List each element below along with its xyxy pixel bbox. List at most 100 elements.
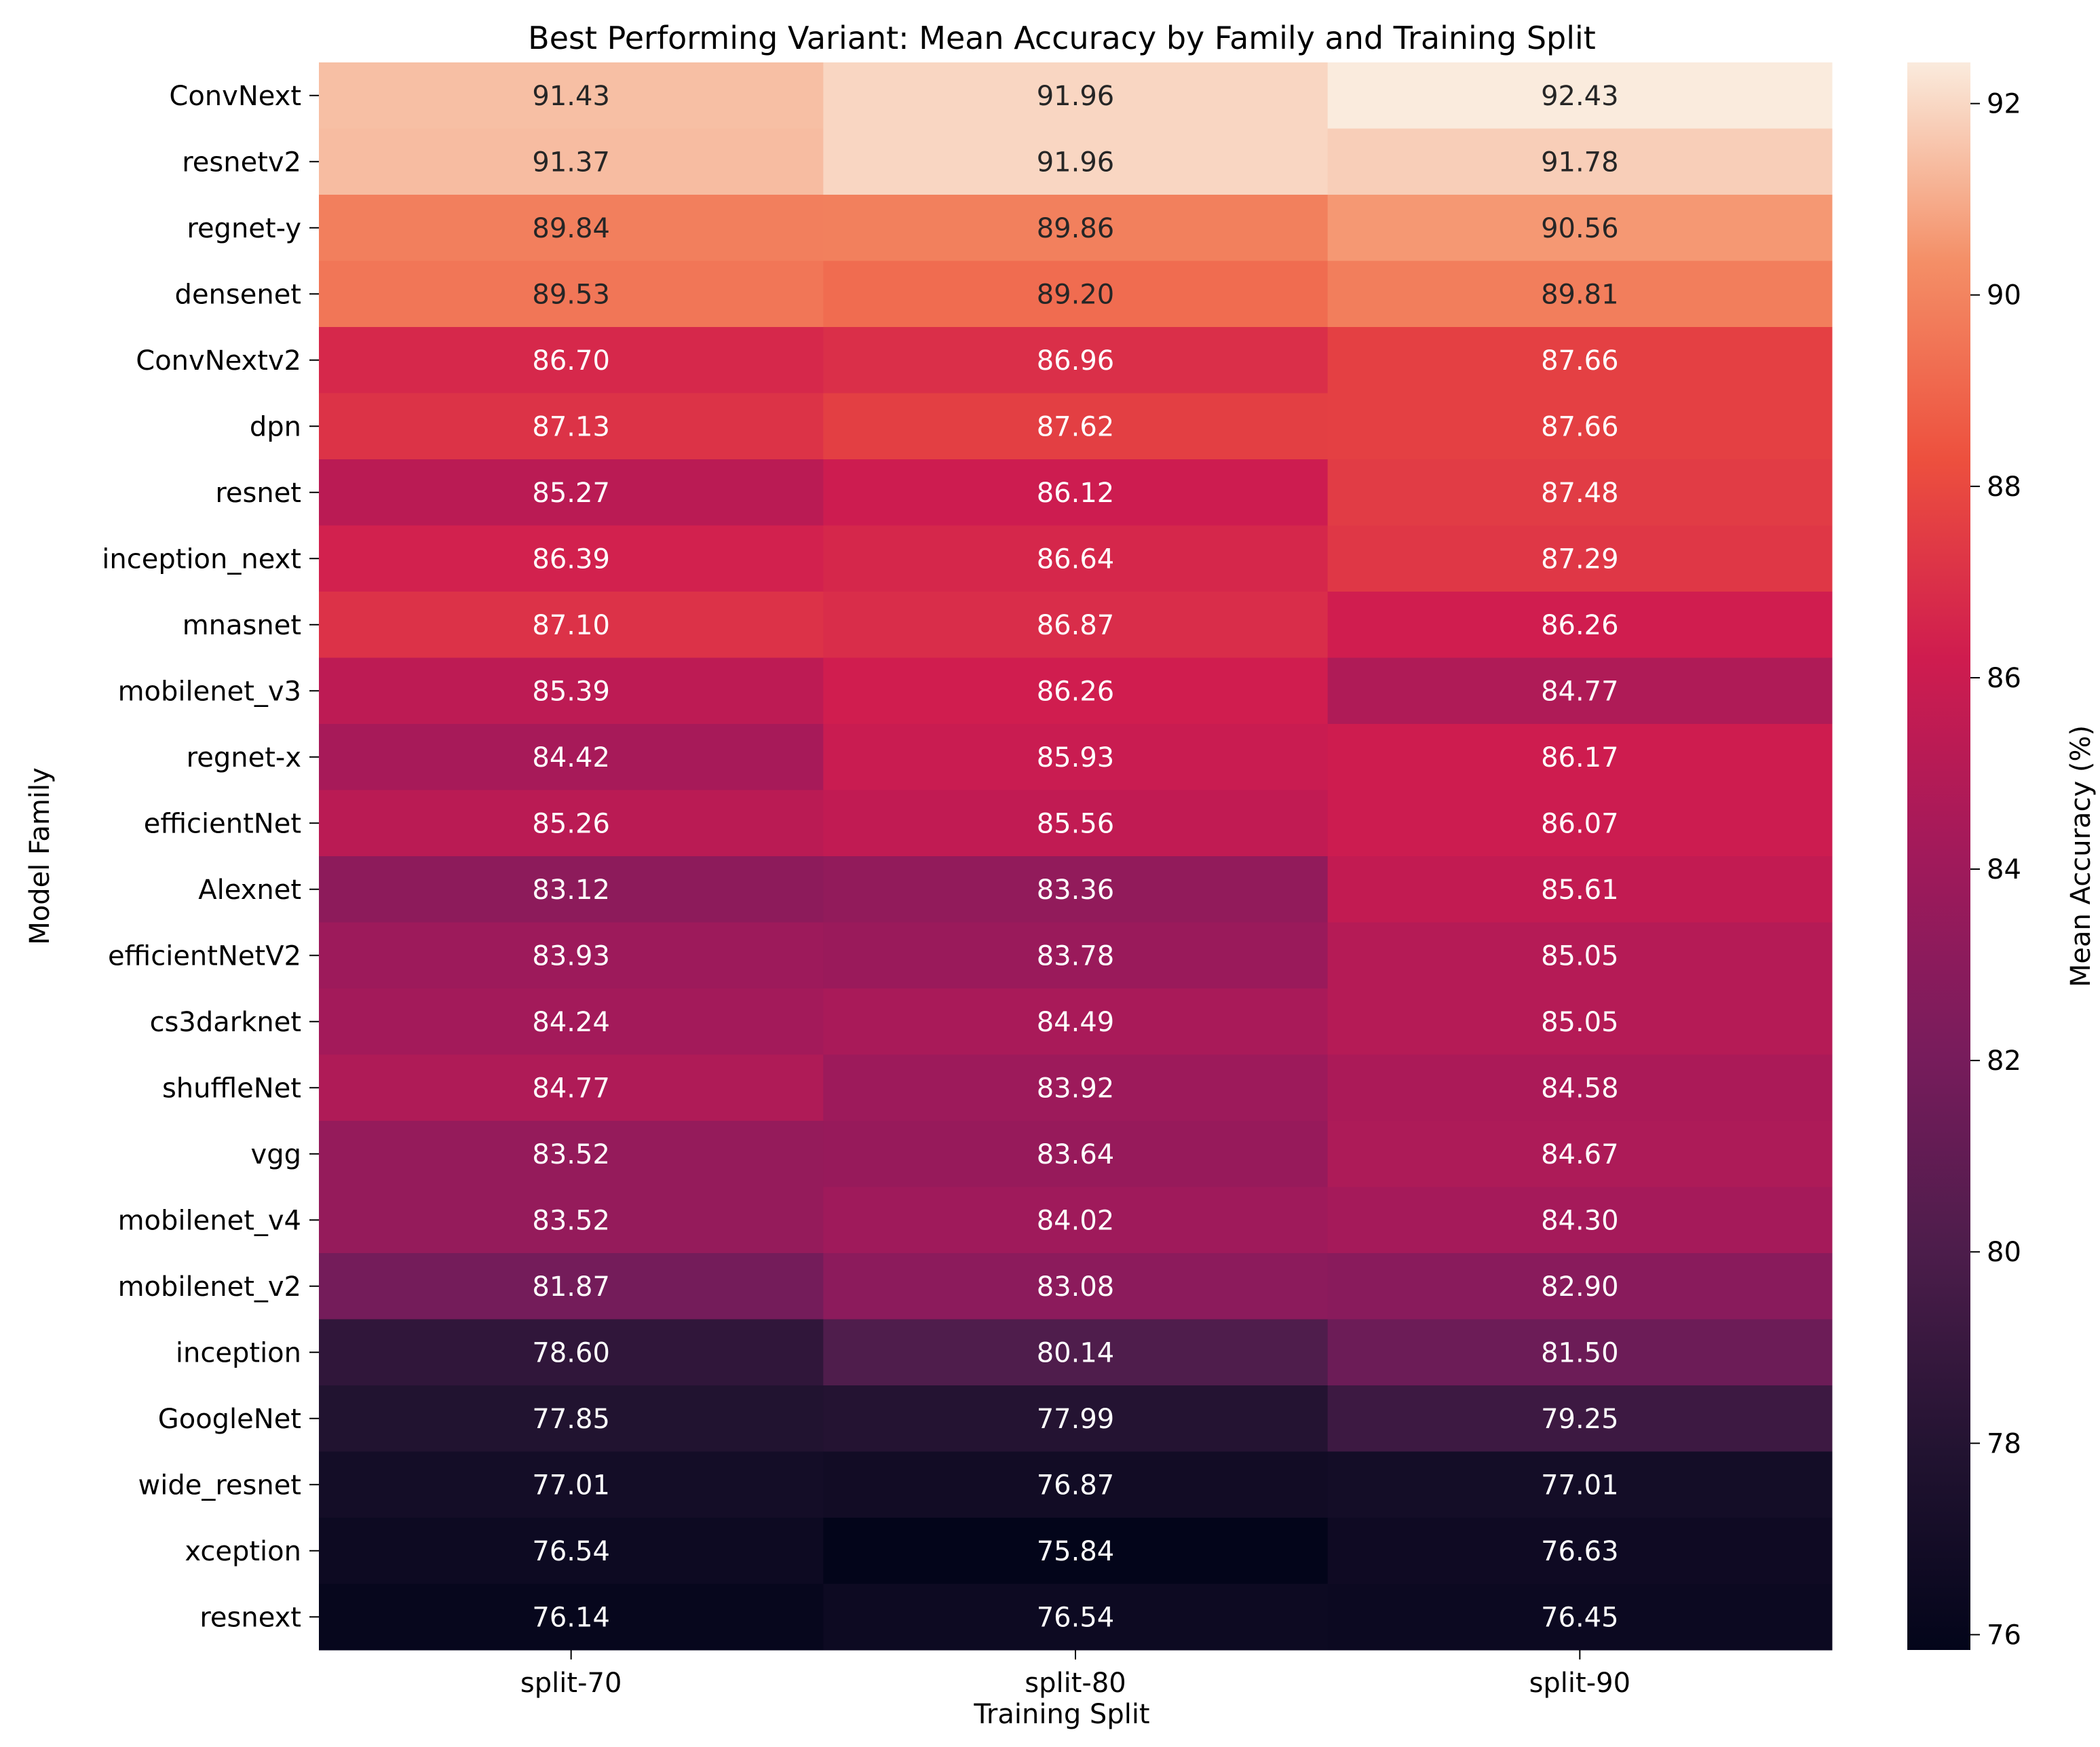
cell-value-label: 86.07 bbox=[1541, 808, 1619, 839]
heatmap-cell bbox=[1327, 592, 1833, 658]
heatmap-cell bbox=[1327, 988, 1833, 1055]
heatmap-cell bbox=[1327, 195, 1833, 261]
heatmap-cell bbox=[823, 327, 1329, 393]
cell-value-label: 91.43 bbox=[532, 81, 610, 112]
cell-value-label: 77.01 bbox=[1541, 1470, 1619, 1501]
cell-value-label: 85.39 bbox=[532, 676, 610, 707]
heatmap-cell bbox=[823, 261, 1329, 328]
cell-value-label: 85.61 bbox=[1541, 875, 1619, 906]
heatmap-cell bbox=[1327, 128, 1833, 195]
cell-value-label: 82.90 bbox=[1541, 1271, 1619, 1303]
heatmap-cell bbox=[319, 459, 824, 526]
y-tick-label: dpn bbox=[250, 411, 301, 442]
cell-value-label: 87.29 bbox=[1541, 543, 1619, 575]
heatmap-cell bbox=[319, 922, 824, 989]
heatmap-cell bbox=[1327, 657, 1833, 725]
y-tick-label: GoogleNet bbox=[158, 1404, 301, 1435]
heatmap-cell bbox=[823, 592, 1329, 658]
colorbar-ticks: 76 78 80 82 84 86 88 90 92 bbox=[1970, 89, 2021, 1651]
heatmap-cell bbox=[319, 393, 824, 460]
heatmap-cell bbox=[1327, 525, 1833, 592]
heatmap-cell bbox=[823, 1385, 1329, 1452]
cell-value-label: 87.48 bbox=[1541, 478, 1619, 509]
y-tick-label: resnet bbox=[215, 478, 301, 509]
heatmap-cell bbox=[319, 724, 824, 790]
heatmap-cell bbox=[1327, 393, 1833, 460]
colorbar-tick-label: 84 bbox=[1987, 854, 2021, 885]
y-tick-label: vgg bbox=[251, 1139, 301, 1170]
cell-value-label: 91.37 bbox=[532, 147, 610, 178]
cell-value-label: 84.30 bbox=[1541, 1205, 1619, 1236]
colorbar-tick-label: 92 bbox=[1987, 89, 2021, 120]
heatmap-cell bbox=[1327, 1451, 1833, 1518]
y-tick-label: shuffleNet bbox=[162, 1073, 301, 1104]
cell-value-label: 76.63 bbox=[1541, 1536, 1619, 1567]
cell-value-label: 86.26 bbox=[1541, 610, 1619, 641]
y-tick-label: inception_next bbox=[102, 543, 301, 575]
heatmap-cell bbox=[823, 393, 1329, 460]
cell-value-label: 77.01 bbox=[532, 1470, 610, 1501]
cell-value-label: 89.84 bbox=[532, 213, 610, 244]
cell-value-label: 76.45 bbox=[1541, 1602, 1619, 1633]
heatmap-cell bbox=[319, 1054, 824, 1121]
cell-value-label: 86.39 bbox=[532, 543, 610, 575]
cell-value-label: 76.54 bbox=[1037, 1602, 1115, 1633]
heatmap-cell bbox=[319, 790, 824, 857]
heatmap-cell bbox=[1327, 261, 1833, 328]
heatmap-cell bbox=[1327, 922, 1833, 989]
heatmap-cell bbox=[1327, 1385, 1833, 1452]
cell-value-label: 86.70 bbox=[532, 345, 610, 377]
heatmap-cell bbox=[823, 1054, 1329, 1121]
y-axis-ticks: ConvNext resnetv2 regnet-y densenet ConvNext… bbox=[102, 81, 319, 1633]
cell-value-label: 84.77 bbox=[1541, 676, 1619, 707]
heatmap-cell bbox=[1327, 1253, 1833, 1320]
heatmap-value-labels: 91.43 91.96 92.43 91.37 91.96 91.78 89.84 89.86… bbox=[532, 81, 1618, 1634]
y-tick-label: efficientNetV2 bbox=[108, 940, 301, 972]
cell-value-label: 91.96 bbox=[1037, 81, 1115, 112]
cell-value-label: 86.17 bbox=[1541, 742, 1619, 773]
cell-value-label: 87.10 bbox=[532, 610, 610, 641]
heatmap-cell bbox=[823, 62, 1329, 129]
heatmap-cell bbox=[319, 856, 824, 923]
heatmap-cell bbox=[823, 459, 1329, 526]
cell-value-label: 87.62 bbox=[1037, 411, 1115, 442]
heatmap-cell bbox=[319, 1583, 824, 1651]
y-tick-label: cs3darknet bbox=[150, 1007, 301, 1038]
cell-value-label: 83.52 bbox=[532, 1139, 610, 1170]
heatmap-cell bbox=[823, 525, 1329, 592]
x-axis-label: Training Split bbox=[973, 1699, 1149, 1730]
cell-value-label: 84.67 bbox=[1541, 1139, 1619, 1170]
colorbar-label: Mean Accuracy (%) bbox=[2065, 725, 2097, 987]
heatmap-cell bbox=[319, 1253, 824, 1320]
heatmap-cell bbox=[1327, 724, 1833, 790]
cell-value-label: 78.60 bbox=[532, 1337, 610, 1368]
cell-value-label: 84.24 bbox=[532, 1007, 610, 1038]
cell-value-label: 77.85 bbox=[532, 1404, 610, 1435]
cell-value-label: 89.20 bbox=[1037, 279, 1115, 310]
cell-value-label: 81.87 bbox=[532, 1271, 610, 1303]
cell-value-label: 87.66 bbox=[1541, 345, 1619, 377]
cell-value-label: 83.78 bbox=[1037, 940, 1115, 972]
heatmap-cell bbox=[1327, 856, 1833, 923]
cell-value-label: 87.13 bbox=[532, 411, 610, 442]
heatmap-cell bbox=[1327, 1054, 1833, 1121]
heatmap-cell bbox=[823, 128, 1329, 195]
cell-value-label: 79.25 bbox=[1541, 1404, 1619, 1435]
x-axis-ticks: split-70 split-80 split-90 bbox=[520, 1650, 1630, 1699]
colorbar-tick-label: 80 bbox=[1987, 1237, 2021, 1268]
cell-value-label: 91.78 bbox=[1541, 147, 1619, 178]
heatmap-cell bbox=[319, 988, 824, 1055]
colorbar: 76 78 80 82 84 86 88 90 92 Mean Accuracy (%) bbox=[1907, 62, 2097, 1651]
cell-value-label: 89.53 bbox=[532, 279, 610, 310]
cell-value-label: 84.49 bbox=[1037, 1007, 1115, 1038]
cell-value-label: 86.96 bbox=[1037, 345, 1115, 377]
colorbar-tick-label: 88 bbox=[1987, 472, 2021, 503]
cell-value-label: 76.87 bbox=[1037, 1470, 1115, 1501]
cell-value-label: 83.08 bbox=[1037, 1271, 1115, 1303]
cell-value-label: 86.64 bbox=[1037, 543, 1115, 575]
heatmap-cell bbox=[823, 657, 1329, 725]
x-tick-label: split-90 bbox=[1529, 1668, 1630, 1699]
heatmap-cell bbox=[319, 1121, 824, 1187]
y-tick-label: xception bbox=[185, 1536, 301, 1567]
